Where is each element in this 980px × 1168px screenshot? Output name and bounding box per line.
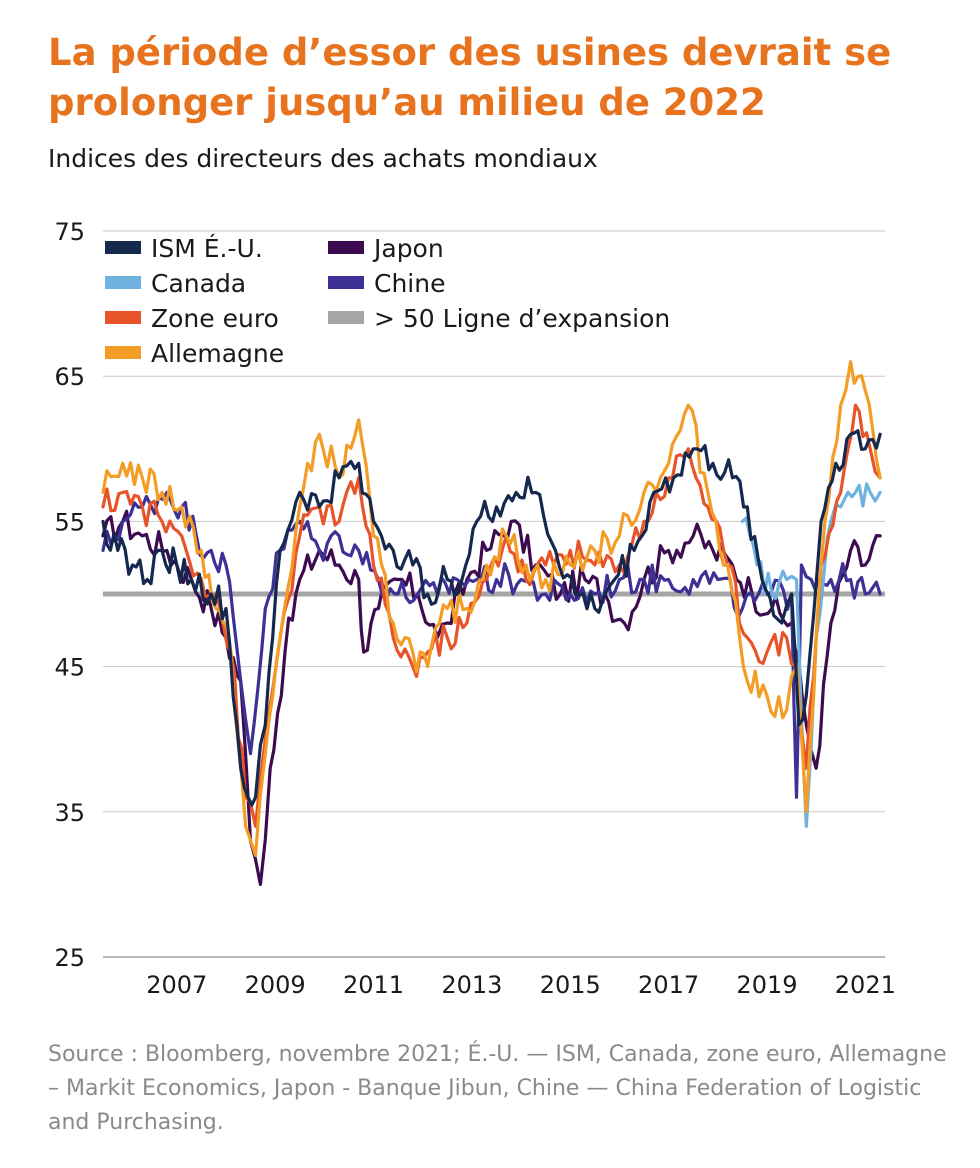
pmi-line-chart: 75 65 55 45 35 25 2007 2009 2011 2013 2015 2017 201… <box>54 218 896 999</box>
y-tick-label: 45 <box>54 654 85 682</box>
legend-swatch <box>105 311 141 324</box>
legend-label: Chine <box>374 269 445 298</box>
y-tick-label: 35 <box>54 799 85 827</box>
source-note: Source : Bloomberg, novembre 2021; É.-U.… <box>48 1042 947 1135</box>
x-tick-label: 2019 <box>736 971 797 999</box>
legend-swatch <box>328 311 364 324</box>
legend-swatch <box>105 241 141 254</box>
legend-label: Zone euro <box>151 304 279 333</box>
legend-label: > 50 Ligne d’expansion <box>374 304 670 333</box>
legend-swatch <box>328 241 364 254</box>
legend-swatch <box>105 276 141 289</box>
x-tick-label: 2007 <box>146 971 207 999</box>
legend-swatch <box>105 346 141 359</box>
y-tick-label: 65 <box>54 363 85 391</box>
y-axis: 75 65 55 45 35 25 <box>54 218 85 972</box>
legend-label: Japon <box>372 234 444 263</box>
x-tick-label: 2011 <box>343 971 404 999</box>
y-tick-label: 75 <box>54 218 85 246</box>
legend: ISM É.-U. Canada Zone euro Allemagne Japon Ch… <box>105 234 670 368</box>
series-layer <box>101 360 882 887</box>
x-tick-label: 2015 <box>540 971 601 999</box>
legend-label: ISM É.-U. <box>151 234 263 263</box>
x-axis: 2007 2009 2011 2013 2015 2017 2019 2021 <box>146 971 896 999</box>
legend-swatch <box>328 276 364 289</box>
chart-subtitle: Indices des directeurs des achats mondia… <box>48 144 598 173</box>
legend-label: Allemagne <box>151 339 284 368</box>
x-tick-label: 2021 <box>835 971 896 999</box>
chart-title: La période d’essor des usines devrait se… <box>48 31 892 124</box>
x-tick-label: 2013 <box>441 971 502 999</box>
x-tick-label: 2017 <box>638 971 699 999</box>
series-line-ism-e-u <box>101 429 882 807</box>
x-tick-label: 2009 <box>245 971 306 999</box>
legend-label: Canada <box>151 269 246 298</box>
y-tick-label: 25 <box>54 944 85 972</box>
y-tick-label: 55 <box>54 508 85 536</box>
